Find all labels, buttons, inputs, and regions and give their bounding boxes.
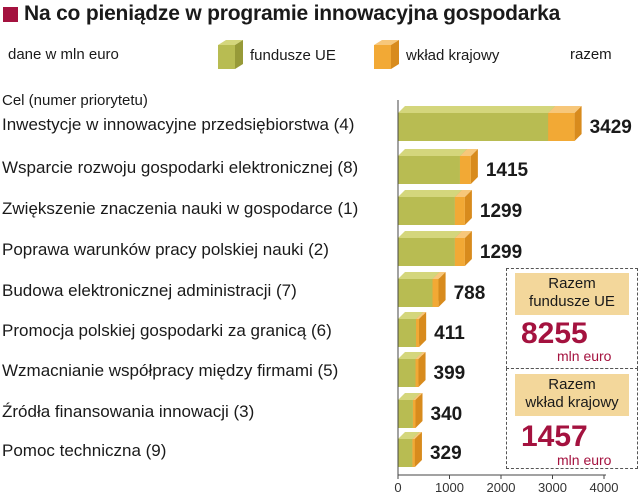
bar-national — [548, 113, 575, 141]
category-label: Wsparcie rozwoju gospodarki elektroniczn… — [2, 158, 359, 177]
category-label: Inwestycje w innowacyjne przedsiębiorstw… — [2, 115, 355, 134]
bar-national — [412, 439, 415, 467]
x-tick-label: 0 — [394, 480, 401, 495]
bar-national — [415, 359, 419, 387]
bar-national-top — [412, 393, 423, 400]
legend-national-label: wkład krajowy — [406, 46, 500, 64]
eu-total-title-2: fundusze UE — [529, 293, 615, 310]
category-label: Wzmacnianie współpracy między firmami (5… — [2, 361, 339, 380]
total-label: 340 — [431, 404, 463, 425]
bar-eu — [398, 197, 455, 225]
total-column-header: razem — [570, 46, 612, 63]
bar-national-side — [470, 149, 478, 184]
bar-national — [416, 319, 420, 347]
total-label: 411 — [434, 323, 465, 344]
legend-eu-swatch-icon — [218, 40, 243, 69]
bar-eu — [398, 156, 460, 184]
national-total-title-2: wkład krajowy — [525, 394, 619, 411]
category-label: Zwiększenie znaczenia nauki w gospodarce… — [2, 199, 359, 218]
category-label: Poprawa warunków pracy polskiej nauki (2… — [2, 240, 329, 259]
bar-eu-top — [398, 231, 462, 238]
legend-eu-label: fundusze UE — [250, 46, 336, 64]
national-total-title-1: Razem — [548, 376, 596, 393]
bar-eu-top — [398, 312, 424, 319]
eu-total-unit: mln euro — [557, 348, 612, 364]
bar-national-top — [454, 231, 472, 238]
bar-national-side — [418, 352, 426, 387]
total-label: 1299 — [480, 201, 522, 222]
bar-eu — [398, 279, 433, 307]
legend-national: wkład krajowy — [374, 40, 499, 70]
bar-eu-top — [398, 393, 420, 400]
bar-national-top — [412, 432, 422, 439]
bar-national-top — [548, 106, 582, 113]
total-label: 1415 — [486, 160, 529, 181]
bar-national-side — [415, 393, 423, 428]
bar-national-side — [438, 272, 446, 307]
category-label: Źródła finansowania innowacji (3) — [2, 402, 255, 421]
chart-title: Na co pieniądze w programie innowacyjna … — [24, 2, 561, 25]
national-total-unit: mln euro — [557, 452, 612, 468]
total-label: 329 — [430, 443, 462, 464]
bar-eu — [398, 319, 417, 347]
bar-national — [454, 238, 465, 266]
bar-national-side — [419, 312, 427, 347]
bar-national-side — [414, 432, 422, 467]
bar-eu-top — [398, 432, 420, 439]
bar-eu — [398, 439, 413, 467]
total-label: 3429 — [590, 117, 632, 138]
x-tick-label: 2000 — [487, 480, 516, 495]
unit-label: dane w mln euro — [8, 46, 119, 63]
category-label: Pomoc techniczna (9) — [2, 441, 167, 460]
chart-title-row: Na co pieniądze w programie innowacyjna … — [0, 0, 560, 28]
bar-national — [432, 279, 439, 307]
bar-national — [412, 400, 416, 428]
bar-eu — [398, 238, 455, 266]
bar-national-side — [574, 106, 582, 141]
bar-eu — [398, 359, 416, 387]
national-total-value: 1457 — [521, 420, 588, 453]
total-label: 399 — [434, 363, 466, 384]
eu-total-box: Razem fundusze UE 8255 mln euro — [506, 268, 638, 369]
total-label: 788 — [454, 283, 486, 304]
bar-eu-top — [398, 352, 423, 359]
bar-eu-top — [398, 190, 462, 197]
eu-total-title-1: Razem — [548, 275, 596, 292]
x-tick-label: 1000 — [435, 480, 464, 495]
bar-national-side — [464, 190, 472, 225]
bar-eu — [398, 400, 413, 428]
bar-national-side — [464, 231, 472, 266]
category-label: Budowa elektronicznej administracji (7) — [2, 281, 297, 300]
eu-total-heading: Razem fundusze UE — [515, 273, 629, 315]
bar-national-top — [416, 312, 427, 319]
x-tick-label: 4000 — [590, 480, 619, 495]
eu-total-value: 8255 — [521, 317, 588, 350]
x-tick-label: 3000 — [538, 480, 567, 495]
total-label: 1299 — [480, 242, 522, 263]
bar-national — [454, 197, 465, 225]
national-total-heading: Razem wkład krajowy — [515, 374, 629, 416]
legend-eu: fundusze UE — [218, 40, 336, 70]
bar-eu-top — [398, 272, 440, 279]
bar-national-top — [432, 272, 446, 279]
title-square-icon — [3, 6, 18, 22]
bar-national-top — [454, 190, 472, 197]
bar-national-top — [415, 352, 426, 359]
category-label: Promocja polskiej gospodarki za granicą … — [2, 321, 332, 340]
bar-national — [459, 156, 471, 184]
legend-national-swatch-icon — [374, 40, 399, 69]
national-total-box: Razem wkład krajowy 1457 mln euro — [506, 368, 638, 469]
bar-eu — [398, 113, 549, 141]
bar-eu-top — [398, 106, 556, 113]
bar-eu-top — [398, 149, 467, 156]
bar-national-top — [459, 149, 478, 156]
category-header: Cel (numer priorytetu) — [2, 92, 148, 109]
